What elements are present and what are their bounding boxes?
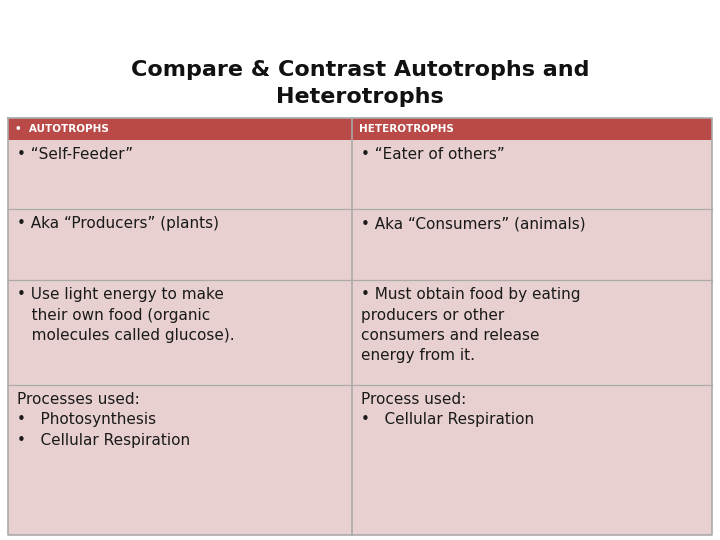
Text: Processes used:
•   Photosynthesis
•   Cellular Respiration: Processes used: • Photosynthesis • Cellu… xyxy=(17,392,190,448)
Text: • “Self-Feeder”: • “Self-Feeder” xyxy=(17,147,133,162)
Text: Process used:
•   Cellular Respiration: Process used: • Cellular Respiration xyxy=(361,392,534,427)
Text: • “Eater of others”: • “Eater of others” xyxy=(361,147,505,162)
Text: • Must obtain food by eating
producers or other
consumers and release
energy fro: • Must obtain food by eating producers o… xyxy=(361,287,580,363)
Text: • Aka “Producers” (plants): • Aka “Producers” (plants) xyxy=(17,216,219,231)
Text: • Use light energy to make
   their own food (organic
   molecules called glucos: • Use light energy to make their own foo… xyxy=(17,287,235,343)
Bar xyxy=(352,118,712,140)
Text: Compare & Contrast Autotrophs and: Compare & Contrast Autotrophs and xyxy=(131,60,589,80)
Text: •  AUTOTROPHS: • AUTOTROPHS xyxy=(15,124,109,134)
Bar xyxy=(8,140,712,535)
Text: • Aka “Consumers” (animals): • Aka “Consumers” (animals) xyxy=(361,216,585,231)
Text: Heterotrophs: Heterotrophs xyxy=(276,87,444,107)
Text: HETEROTROPHS: HETEROTROPHS xyxy=(359,124,454,134)
Bar xyxy=(8,118,352,140)
